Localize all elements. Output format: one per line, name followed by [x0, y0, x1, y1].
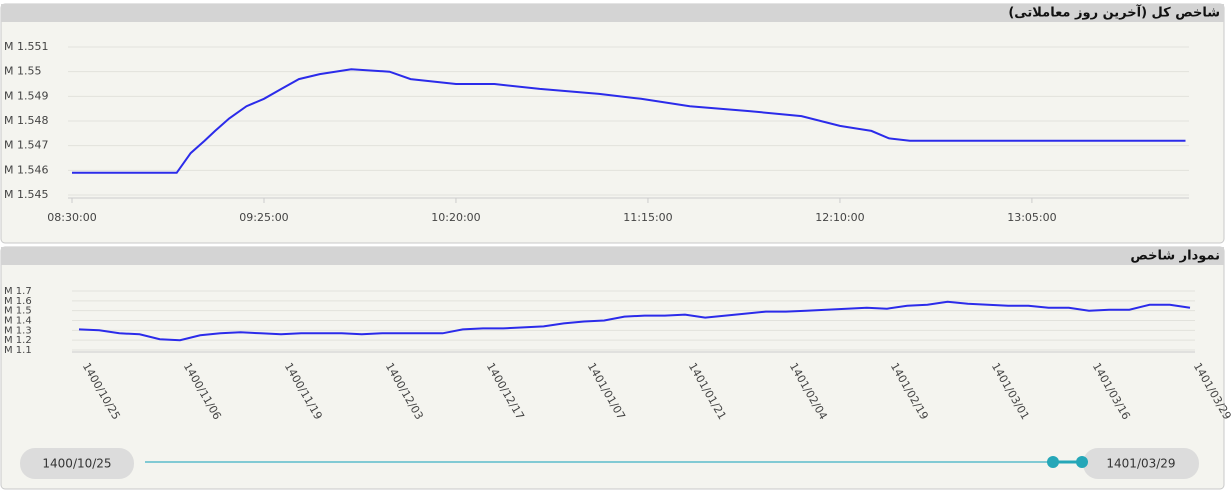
x-tick-label: 11:15:00 [623, 211, 672, 224]
y-tick-label: M 1.3 [4, 325, 32, 336]
y-tick-label: M 1.549 [4, 89, 48, 102]
y-tick-label: M 1.551 [4, 40, 48, 53]
range-end: 1401/03/29 [1106, 457, 1175, 471]
range-end-pill[interactable] [1083, 448, 1199, 479]
y-tick-label: M 1.7 [4, 286, 32, 297]
chart-title: شاخص کل (آخرین روز معاملاتی) [1008, 4, 1220, 21]
y-tick-label: M 1.5 [4, 306, 32, 317]
x-tick-label: 08:30:00 [47, 211, 96, 224]
x-tick-label: 13:05:00 [1007, 211, 1056, 224]
panel-header [1, 4, 1224, 22]
y-tick-label: M 1.2 [4, 335, 32, 346]
y-tick-label: M 1.546 [4, 163, 48, 176]
y-tick-label: M 1.545 [4, 188, 48, 201]
range-start-pill[interactable] [20, 448, 134, 479]
y-tick-label: M 1.548 [4, 114, 48, 127]
chart-title: نمودار شاخص [1130, 249, 1220, 264]
y-tick-label: M 1.55 [4, 65, 41, 78]
panel-header [1, 247, 1224, 265]
y-tick-label: M 1.6 [4, 296, 32, 307]
slider-handle[interactable] [1047, 456, 1059, 468]
x-tick-label: 09:25:00 [239, 211, 288, 224]
line [78, 300, 1191, 342]
x-tick-label: 10:20:00 [431, 211, 480, 224]
range-start: 1400/10/25 [42, 457, 111, 471]
y-tick-label: M 1.4 [4, 316, 32, 327]
line [72, 68, 1186, 174]
panel [0, 3, 1225, 244]
slider-handle[interactable] [1076, 456, 1088, 468]
x-tick-label: 12:10:00 [815, 211, 864, 224]
y-tick-label: M 1.547 [4, 139, 48, 152]
y-tick-label: M 1.1 [4, 345, 32, 356]
